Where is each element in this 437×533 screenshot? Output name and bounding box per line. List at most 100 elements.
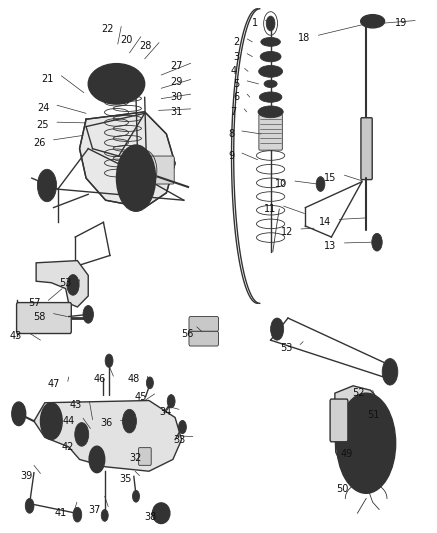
Text: 30: 30: [170, 92, 183, 102]
Text: 37: 37: [88, 505, 101, 514]
Circle shape: [83, 305, 94, 323]
Text: 33: 33: [173, 434, 185, 445]
Circle shape: [316, 176, 325, 191]
Circle shape: [348, 413, 354, 423]
FancyBboxPatch shape: [139, 448, 151, 465]
FancyBboxPatch shape: [17, 303, 71, 334]
Text: 39: 39: [21, 471, 33, 481]
Text: 7: 7: [230, 107, 236, 117]
Text: 53: 53: [280, 343, 292, 352]
Text: 47: 47: [48, 379, 60, 389]
Text: 52: 52: [352, 388, 365, 398]
Circle shape: [360, 432, 373, 454]
Text: 42: 42: [62, 442, 74, 452]
Ellipse shape: [153, 503, 170, 523]
Polygon shape: [36, 261, 88, 307]
Text: 56: 56: [181, 329, 194, 339]
Text: 14: 14: [319, 217, 331, 227]
Text: 46: 46: [94, 374, 106, 384]
Text: 18: 18: [298, 33, 311, 43]
Text: 32: 32: [129, 453, 142, 463]
Text: 1: 1: [251, 19, 257, 28]
Text: 50: 50: [336, 484, 349, 494]
Text: 36: 36: [100, 418, 112, 427]
Text: 24: 24: [37, 103, 49, 113]
Circle shape: [271, 318, 284, 340]
Circle shape: [370, 447, 378, 462]
Text: 53: 53: [59, 278, 72, 288]
Circle shape: [67, 274, 79, 295]
Text: 34: 34: [159, 407, 171, 417]
Text: 19: 19: [395, 19, 407, 28]
Circle shape: [105, 354, 113, 367]
Text: 58: 58: [33, 312, 46, 321]
Text: 57: 57: [28, 298, 41, 308]
Text: 49: 49: [341, 449, 353, 459]
Polygon shape: [34, 400, 182, 471]
Circle shape: [266, 16, 275, 31]
Text: 10: 10: [275, 179, 287, 189]
Circle shape: [146, 377, 153, 389]
Circle shape: [179, 421, 186, 434]
FancyBboxPatch shape: [259, 114, 282, 150]
FancyBboxPatch shape: [148, 156, 174, 184]
Ellipse shape: [259, 92, 282, 102]
FancyBboxPatch shape: [189, 317, 218, 332]
Circle shape: [38, 169, 56, 201]
Text: 9: 9: [228, 151, 234, 161]
Text: 3: 3: [233, 52, 239, 62]
Circle shape: [122, 409, 136, 433]
Text: 29: 29: [170, 77, 183, 87]
Text: 48: 48: [127, 374, 139, 384]
Polygon shape: [335, 386, 392, 484]
Text: 43: 43: [10, 332, 22, 342]
Circle shape: [132, 490, 139, 502]
Text: 11: 11: [264, 204, 276, 214]
Circle shape: [372, 233, 382, 251]
Text: 31: 31: [170, 107, 183, 117]
Circle shape: [378, 413, 384, 423]
Text: 26: 26: [33, 138, 46, 148]
Text: 41: 41: [54, 508, 66, 518]
Ellipse shape: [258, 106, 283, 118]
Text: 43: 43: [69, 400, 82, 410]
Text: 21: 21: [41, 74, 53, 84]
Ellipse shape: [264, 80, 277, 87]
Ellipse shape: [88, 63, 145, 104]
FancyBboxPatch shape: [189, 332, 218, 346]
Text: 13: 13: [324, 241, 336, 251]
Text: 35: 35: [119, 474, 132, 483]
Text: 25: 25: [37, 120, 49, 130]
Circle shape: [75, 423, 89, 446]
Text: 15: 15: [324, 173, 336, 183]
Circle shape: [73, 507, 82, 522]
Text: 22: 22: [101, 25, 114, 34]
Circle shape: [89, 446, 105, 473]
Text: 5: 5: [233, 79, 239, 89]
Circle shape: [101, 510, 108, 521]
Circle shape: [382, 359, 398, 385]
FancyBboxPatch shape: [361, 118, 372, 180]
Circle shape: [116, 145, 156, 211]
Polygon shape: [80, 112, 175, 207]
Circle shape: [12, 402, 26, 425]
Text: 44: 44: [63, 416, 75, 426]
Text: 20: 20: [121, 35, 133, 45]
Ellipse shape: [260, 52, 281, 62]
Circle shape: [41, 403, 62, 440]
Text: 38: 38: [145, 512, 157, 522]
FancyBboxPatch shape: [330, 399, 348, 442]
Text: 8: 8: [228, 129, 234, 139]
Circle shape: [167, 394, 175, 408]
Ellipse shape: [259, 66, 283, 77]
Circle shape: [378, 463, 384, 473]
Text: 51: 51: [367, 410, 379, 420]
Text: 4: 4: [231, 66, 237, 76]
Ellipse shape: [261, 37, 281, 46]
Ellipse shape: [361, 14, 385, 28]
Text: 12: 12: [281, 227, 293, 237]
Circle shape: [25, 498, 34, 513]
Circle shape: [348, 463, 354, 473]
Text: 45: 45: [135, 392, 147, 402]
Text: 28: 28: [139, 41, 151, 51]
